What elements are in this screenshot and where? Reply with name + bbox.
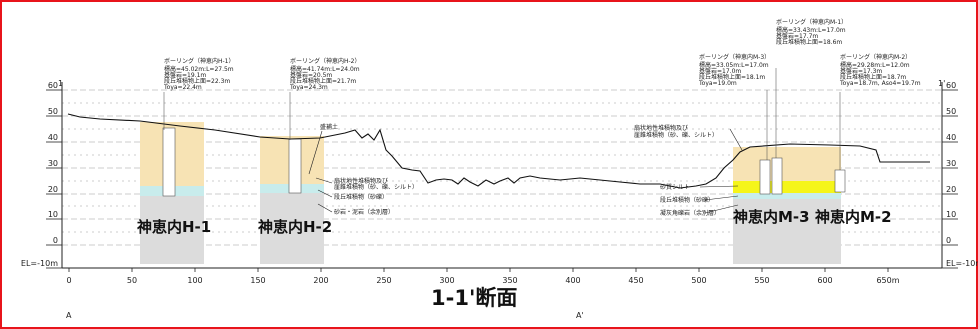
label-bedrock-left: 砂岩・泥岩（余別層） (334, 208, 394, 216)
svg-text:基盤岩=19.1m: 基盤岩=19.1m (164, 71, 206, 79)
svg-text:段丘堆積物上面=18.6m: 段丘堆積物上面=18.6m (776, 38, 842, 46)
label-terrace-right: 段丘堆積物（砂礫） (660, 196, 714, 204)
label-fill: 盛補土 (320, 123, 338, 131)
distance-tick-label: 650m (876, 276, 899, 285)
borehole-header: ボーリング（神恵内M-1） (776, 18, 847, 26)
elevation-tick-label: 50 (48, 107, 58, 116)
label-sandy-silt: 砂質シルト (660, 183, 690, 191)
fan-deposit-m (733, 147, 841, 181)
elevation-tick-label: 20 (48, 185, 58, 194)
borehole-info-h2: ボーリング（神恵内H-2） 標高=41.74m:L=24.0m 基盤岩=20.5… (289, 57, 361, 91)
svg-text:標高=33.43m:L=17.0m: 標高=33.43m:L=17.0m (776, 26, 846, 34)
end-label-right-bottom: A' (576, 311, 584, 320)
elevation-tick-label: EL=-10m (946, 259, 978, 268)
svg-text:基盤岩=17.3m: 基盤岩=17.3m (840, 67, 882, 75)
distance-tick-label: 500 (691, 276, 706, 285)
column-h2 (260, 136, 324, 264)
end-label-left-top: 1 (58, 79, 63, 88)
distance-tick-label: 550 (754, 276, 769, 285)
svg-text:段丘堆積物上面=22.3m: 段丘堆積物上面=22.3m (164, 77, 230, 85)
borehole-pointers (163, 68, 841, 170)
borehole-log-h2 (288, 138, 302, 194)
svg-text:段丘堆積物上面=18.1m: 段丘堆積物上面=18.1m (699, 73, 765, 81)
elevation-tick-label: 0 (53, 236, 58, 245)
column-h1 (140, 122, 204, 264)
elevation-tick-label: 40 (48, 133, 58, 142)
bedrock-m (733, 199, 841, 264)
borehole-header: ボーリング（神恵内M-2） (840, 53, 911, 61)
elevation-tick-label: 50 (946, 107, 956, 116)
distance-tick-label: 150 (250, 276, 265, 285)
distance-tick-label: 450 (628, 276, 643, 285)
svg-text:基盤岩=17.7m: 基盤岩=17.7m (776, 32, 818, 40)
site-label-h1: 神恵内H-1 (137, 218, 211, 236)
elevation-tick-label: 10 (48, 210, 58, 219)
label-fan-left-1: 扇状地性堆積物及び (334, 177, 388, 185)
svg-text:標高=45.02m:L=27.5m: 標高=45.02m:L=27.5m (164, 65, 234, 73)
svg-text:Toya=22.4m: Toya=22.4m (163, 84, 202, 91)
elevation-tick-label: EL=-10m (21, 259, 58, 268)
borehole-log-m1 (771, 157, 783, 195)
column-m (733, 147, 846, 264)
ground-surface-line (67, 113, 930, 189)
sandy-silt-m (733, 181, 841, 193)
distance-tick-label: 600 (817, 276, 832, 285)
svg-text:Toya=19.0m: Toya=19.0m (698, 80, 737, 87)
section-title: 1-1'断面 (431, 286, 517, 310)
distance-tick-label: 350 (502, 276, 517, 285)
distance-tick-label: 0 (66, 276, 71, 285)
elevation-tick-label: 40 (946, 133, 956, 142)
distance-ticks: 0 50 100 150 200 250 300 350 400 450 500 550 600 650m (66, 268, 900, 285)
distance-tick-label: 50 (127, 276, 137, 285)
bedrock-h2 (260, 193, 324, 264)
bedrock-h1 (140, 196, 204, 264)
borehole-log-m2 (834, 169, 846, 193)
site-label-h2: 神恵内H-2 (258, 218, 332, 236)
elevation-tick-label: 0 (946, 236, 951, 245)
distance-tick-label: 300 (439, 276, 454, 285)
elevation-ticks: 60 60 50 50 40 40 30 30 20 20 10 10 0 0 EL=-10m EL=-10m (21, 81, 978, 269)
end-label-right-top: 1' (938, 79, 945, 88)
borehole-info-h1: ボーリング（神恵内H-1） 標高=45.02m:L=27.5m 基盤岩=19.1… (163, 57, 235, 91)
elevation-tick-label: 60 (946, 81, 956, 90)
svg-text:基盤岩=20.5m: 基盤岩=20.5m (290, 71, 332, 79)
borehole-header: ボーリング（神恵内H-2） (290, 57, 361, 65)
svg-text:基盤岩=17.0m: 基盤岩=17.0m (699, 67, 741, 75)
svg-text:標高=41.74m:L=24.0m: 標高=41.74m:L=24.0m (290, 65, 360, 73)
borehole-log-h1 (162, 127, 176, 197)
label-tuff-breccia: 凝灰角礫岩（余別層） (660, 209, 720, 217)
label-fan-left-2: 崖錐堆積物（砂、礫、シルト） (334, 183, 418, 191)
label-fan-right-2: 崖錐堆積物（砂、礫、シルト） (634, 131, 718, 139)
terrace-m (733, 193, 841, 199)
distance-tick-label: 400 (565, 276, 580, 285)
elevation-tick-label: 30 (48, 159, 58, 168)
borehole-info-m2: ボーリング（神恵内M-2） 標高=29.28m:L=12.0m 基盤岩=17.3… (839, 53, 921, 87)
distance-tick-label: 250 (376, 276, 391, 285)
svg-text:Toya=18.7m, Aso4=19.7m: Toya=18.7m, Aso4=19.7m (839, 80, 921, 87)
elevation-tick-label: 10 (946, 210, 956, 219)
distance-tick-label: 100 (187, 276, 202, 285)
svg-text:段丘堆積物上面=18.7m: 段丘堆積物上面=18.7m (840, 73, 906, 81)
site-label-m2: 神恵内M-2 (815, 208, 892, 226)
borehole-log-m3 (759, 159, 771, 195)
leader-lines (308, 128, 743, 214)
elevation-tick-label: 60 (48, 81, 58, 90)
elevation-tick-label: 20 (946, 185, 956, 194)
svg-text:標高=33.05m:L=17.0m: 標高=33.05m:L=17.0m (699, 61, 769, 69)
label-fan-right-1: 扇状地性堆積物及び (634, 124, 688, 132)
elevation-tick-label: 30 (946, 159, 956, 168)
svg-text:段丘堆積物上面=21.7m: 段丘堆積物上面=21.7m (290, 77, 356, 85)
svg-text:標高=29.28m:L=12.0m: 標高=29.28m:L=12.0m (840, 61, 910, 69)
end-label-left-bottom: A (66, 311, 72, 320)
distance-tick-label: 200 (313, 276, 328, 285)
svg-text:Toya=24.3m: Toya=24.3m (289, 84, 328, 91)
borehole-header: ボーリング（神恵内M-3） (699, 53, 770, 61)
label-terrace-left: 段丘堆積物（砂礫） (334, 193, 388, 201)
borehole-info-m3: ボーリング（神恵内M-3） 標高=33.05m:L=17.0m 基盤岩=17.0… (698, 53, 770, 87)
borehole-info-m1: ボーリング（神恵内M-1） 標高=33.43m:L=17.0m 基盤岩=17.7… (776, 18, 847, 46)
site-label-m3: 神恵内M-3 (733, 208, 810, 226)
borehole-header: ボーリング（神恵内H-1） (164, 57, 235, 65)
